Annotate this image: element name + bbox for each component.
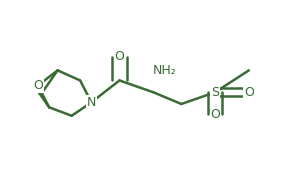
- Text: NH₂: NH₂: [153, 64, 177, 77]
- Text: N: N: [87, 96, 96, 109]
- Text: S: S: [211, 86, 219, 99]
- Text: O: O: [244, 86, 254, 99]
- Text: O: O: [33, 79, 43, 92]
- Text: O: O: [210, 108, 220, 121]
- Text: O: O: [114, 50, 124, 63]
